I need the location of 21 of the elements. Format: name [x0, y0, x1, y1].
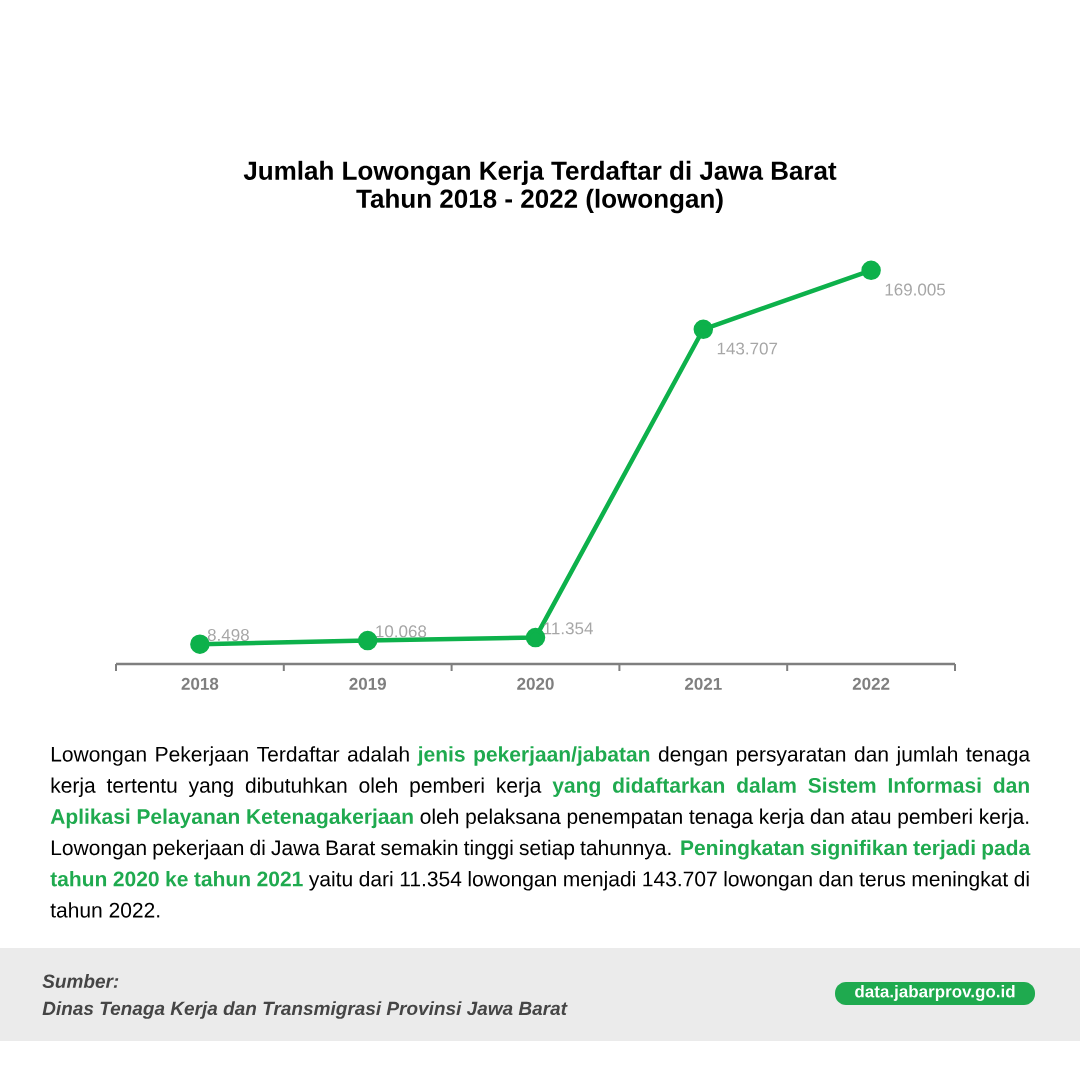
text: Sumber: — [42, 974, 119, 988]
chart-title: Jumlah Lowongan Kerja Terdaftar di Jawa Barat — [243, 160, 837, 186]
chart-subtitle: Tahun 2018 - 2022 (lowongan) — [356, 188, 723, 214]
x-tick-label: 2018 — [181, 677, 219, 690]
data-label: 8.498 — [207, 628, 249, 642]
point — [861, 260, 881, 281]
x-tick-label: 2020 — [517, 677, 554, 690]
data-label: 11.354 — [544, 622, 593, 635]
text: Dinas Tenaga Kerja dan Transmigrasi Provinsi Jawa Barat — [42, 1001, 568, 1019]
point — [190, 634, 210, 654]
x-tick-label: 2021 — [684, 677, 722, 690]
point — [525, 627, 546, 648]
data-label: 10.068 — [376, 625, 427, 638]
data-label: 169.005 — [885, 283, 946, 296]
x-tick-label: 2019 — [349, 677, 386, 690]
x-tick-label: 2022 — [852, 677, 890, 690]
text: data.jabarprov.go.id — [855, 985, 1015, 1001]
text: Lowongan Pekerjaan Terdaftar adalah jenis pekerjaan/jabatan dengan persyaratan dan jumlah tenaga kerja tertentu yang dibutuhkan oleh pemberi kerja yang didaftarkan dalam Sistem Informasi dan Aplikasi Pelayanan Ketenagakerjaan oleh pelaksana penempatan tenaga kerja dan atau pemberi kerja. Lowongan pekerjaan di Jawa Barat semakin tinggi setiap tahunnya. Peningkatan signifikan terjadi pada tahun 2020 ke tahun 2021 yaitu dari 11.354 lowongan menjadi 143.707 lowongan dan terus meningkat di tahun 2022. — [50, 746, 1031, 918]
point — [357, 630, 378, 651]
point — [693, 319, 714, 340]
data-label: 143.707 — [717, 342, 778, 355]
